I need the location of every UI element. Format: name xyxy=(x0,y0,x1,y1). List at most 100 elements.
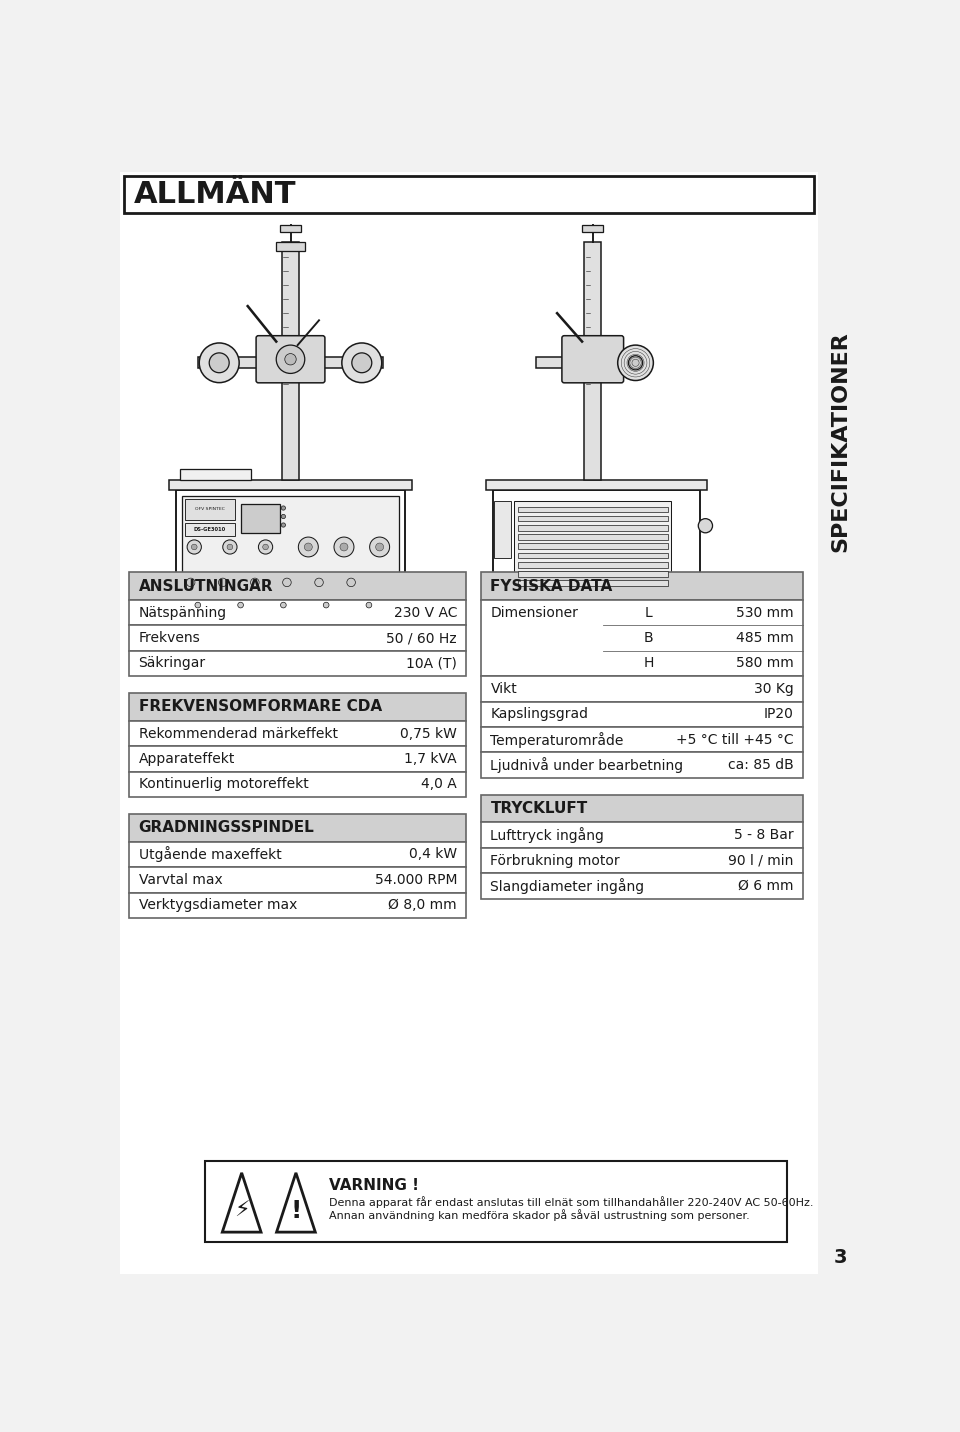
FancyBboxPatch shape xyxy=(481,874,803,899)
FancyBboxPatch shape xyxy=(481,752,803,778)
Circle shape xyxy=(219,579,228,587)
FancyBboxPatch shape xyxy=(481,727,803,752)
FancyBboxPatch shape xyxy=(481,702,803,727)
Circle shape xyxy=(276,345,304,374)
Text: IP20: IP20 xyxy=(763,707,794,722)
FancyBboxPatch shape xyxy=(185,523,235,536)
Text: 0,4 kW: 0,4 kW xyxy=(409,848,457,862)
Text: ALLMÄNT: ALLMÄNT xyxy=(134,179,297,209)
Text: 90 l / min: 90 l / min xyxy=(728,853,794,868)
Circle shape xyxy=(351,352,372,372)
FancyBboxPatch shape xyxy=(517,534,667,540)
Circle shape xyxy=(629,355,642,369)
FancyBboxPatch shape xyxy=(180,470,252,480)
Text: VARNING !: VARNING ! xyxy=(329,1179,420,1193)
Circle shape xyxy=(304,543,312,551)
Circle shape xyxy=(281,505,285,510)
FancyBboxPatch shape xyxy=(481,600,803,676)
Text: ca: 85 dB: ca: 85 dB xyxy=(728,758,794,772)
FancyBboxPatch shape xyxy=(130,720,467,746)
Text: 1,7 kVA: 1,7 kVA xyxy=(404,752,457,766)
Text: Ljudnivå under bearbetning: Ljudnivå under bearbetning xyxy=(491,758,684,773)
Text: ⚡: ⚡ xyxy=(234,1201,250,1221)
Text: Ø 6 mm: Ø 6 mm xyxy=(738,879,794,894)
Circle shape xyxy=(282,579,291,587)
Text: B: B xyxy=(643,632,653,644)
Text: Verktygsdiameter max: Verktygsdiameter max xyxy=(138,898,297,912)
Circle shape xyxy=(263,544,269,550)
Circle shape xyxy=(281,514,285,518)
Text: FYSISKA DATA: FYSISKA DATA xyxy=(491,579,612,594)
Text: Slangdiameter ingång: Slangdiameter ingång xyxy=(491,878,644,894)
Text: 4,0 A: 4,0 A xyxy=(421,778,457,792)
FancyBboxPatch shape xyxy=(185,498,235,520)
FancyBboxPatch shape xyxy=(130,842,467,868)
FancyBboxPatch shape xyxy=(130,573,467,600)
Circle shape xyxy=(347,579,355,587)
FancyBboxPatch shape xyxy=(585,242,601,480)
Text: ANSLUTNINGAR: ANSLUTNINGAR xyxy=(138,579,274,594)
Text: Dimensioner: Dimensioner xyxy=(491,606,578,620)
Circle shape xyxy=(342,344,382,382)
Text: +5 °C till +45 °C: +5 °C till +45 °C xyxy=(676,733,794,746)
FancyBboxPatch shape xyxy=(481,795,803,822)
FancyBboxPatch shape xyxy=(130,813,467,842)
Text: Frekvens: Frekvens xyxy=(138,632,201,644)
FancyBboxPatch shape xyxy=(517,526,667,531)
Text: TRYCKLUFT: TRYCKLUFT xyxy=(491,800,588,816)
FancyBboxPatch shape xyxy=(130,868,467,892)
FancyBboxPatch shape xyxy=(205,1161,786,1242)
Text: Nätspänning: Nätspänning xyxy=(138,606,227,620)
Circle shape xyxy=(281,523,285,527)
Text: Kapslingsgrad: Kapslingsgrad xyxy=(491,707,588,722)
Text: !: ! xyxy=(290,1200,301,1223)
Circle shape xyxy=(366,603,372,609)
FancyBboxPatch shape xyxy=(517,553,667,558)
Circle shape xyxy=(191,544,197,550)
Circle shape xyxy=(299,537,319,557)
FancyBboxPatch shape xyxy=(494,501,512,557)
Text: Denna apparat får endast anslutas till elnät som tillhandahåller 220-240V AC 50-: Denna apparat får endast anslutas till e… xyxy=(329,1196,814,1207)
Circle shape xyxy=(195,603,201,609)
FancyBboxPatch shape xyxy=(492,490,700,610)
Text: OFV SPINTEC: OFV SPINTEC xyxy=(195,507,225,511)
FancyBboxPatch shape xyxy=(675,610,689,619)
Text: 54.000 RPM: 54.000 RPM xyxy=(374,874,457,886)
Text: Rekommenderad märkeffekt: Rekommenderad märkeffekt xyxy=(138,726,338,740)
FancyBboxPatch shape xyxy=(130,892,467,918)
Circle shape xyxy=(375,543,384,551)
Circle shape xyxy=(340,543,348,551)
FancyBboxPatch shape xyxy=(241,504,279,533)
FancyBboxPatch shape xyxy=(124,176,814,212)
Circle shape xyxy=(285,354,297,365)
FancyBboxPatch shape xyxy=(198,357,383,368)
FancyBboxPatch shape xyxy=(256,335,324,382)
Circle shape xyxy=(258,540,273,554)
Text: DS-GE3010: DS-GE3010 xyxy=(194,527,226,531)
Text: Kontinuerlig motoreffekt: Kontinuerlig motoreffekt xyxy=(138,778,308,792)
Text: Ø 8,0 mm: Ø 8,0 mm xyxy=(389,898,457,912)
Circle shape xyxy=(209,352,229,372)
FancyBboxPatch shape xyxy=(818,172,864,1274)
Text: Annan användning kan medföra skador på såväl ustrustning som personer.: Annan användning kan medföra skador på s… xyxy=(329,1209,750,1221)
Text: 10A (T): 10A (T) xyxy=(406,656,457,670)
Text: 485 mm: 485 mm xyxy=(735,632,794,644)
FancyBboxPatch shape xyxy=(130,600,467,626)
FancyBboxPatch shape xyxy=(130,772,467,798)
Circle shape xyxy=(617,345,654,381)
Polygon shape xyxy=(223,1173,261,1232)
FancyBboxPatch shape xyxy=(504,610,517,619)
Text: Temperaturområde: Temperaturområde xyxy=(491,732,624,748)
Text: Lufttryck ingång: Lufttryck ingång xyxy=(491,828,605,843)
FancyBboxPatch shape xyxy=(517,543,667,548)
Text: H: H xyxy=(643,656,654,670)
FancyBboxPatch shape xyxy=(671,619,692,623)
FancyBboxPatch shape xyxy=(130,746,467,772)
Circle shape xyxy=(251,579,259,587)
Text: L: L xyxy=(644,606,652,620)
Text: SPECIFIKATIONER: SPECIFIKATIONER xyxy=(830,331,851,551)
FancyBboxPatch shape xyxy=(517,580,667,586)
FancyBboxPatch shape xyxy=(120,172,818,1274)
FancyBboxPatch shape xyxy=(481,822,803,848)
FancyBboxPatch shape xyxy=(276,242,304,251)
